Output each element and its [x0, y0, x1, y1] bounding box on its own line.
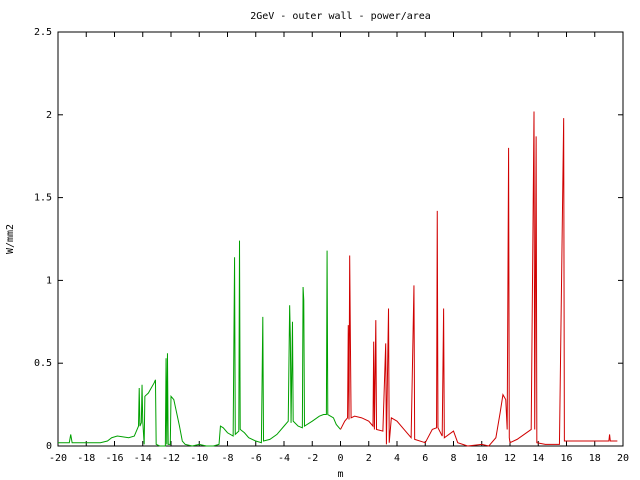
y-tick-label: 1: [46, 275, 52, 286]
x-tick-label: -12: [162, 453, 180, 464]
x-tick-label: -6: [250, 453, 262, 464]
x-tick-label: 4: [394, 453, 400, 464]
x-tick-label: 2: [366, 453, 372, 464]
x-tick-label: 20: [617, 453, 629, 464]
y-axis-label: W/mm2: [5, 224, 16, 254]
y-tick-label: 1.5: [34, 193, 52, 204]
x-axis-label: m: [337, 469, 343, 480]
y-tick-label: 0.5: [34, 358, 52, 369]
x-tick-label: -10: [190, 453, 208, 464]
x-tick-label: 12: [504, 453, 516, 464]
x-tick-label: 16: [560, 453, 572, 464]
x-tick-label: -2: [306, 453, 318, 464]
x-tick-label: -8: [221, 453, 233, 464]
x-tick-label: 8: [450, 453, 456, 464]
series-layer: [58, 111, 618, 447]
chart-title: 2GeV - outer wall - power/area: [250, 11, 431, 22]
x-tick-label: 10: [476, 453, 488, 464]
x-tick-label: 6: [422, 453, 428, 464]
y-tick-label: 2.5: [34, 27, 52, 38]
x-tick-label: -20: [49, 453, 67, 464]
x-tick-label: 18: [589, 453, 601, 464]
x-tick-label: 0: [337, 453, 343, 464]
x-tick-label: -16: [105, 453, 123, 464]
x-tick-label: -18: [77, 453, 95, 464]
axis-ticks: -20 -18 -16 -14 -12 -10 -8 -6 -4 -2 0 2 4 6 8 10 12 14 16 1…: [34, 27, 629, 464]
y-tick-label: 2: [46, 110, 52, 121]
x-tick-label: -14: [134, 453, 152, 464]
series-line-2: [340, 111, 618, 447]
y-tick-label: 0: [46, 441, 52, 452]
series-line-1: [58, 240, 341, 447]
x-tick-label: 14: [532, 453, 544, 464]
x-tick-label: -4: [278, 453, 290, 464]
